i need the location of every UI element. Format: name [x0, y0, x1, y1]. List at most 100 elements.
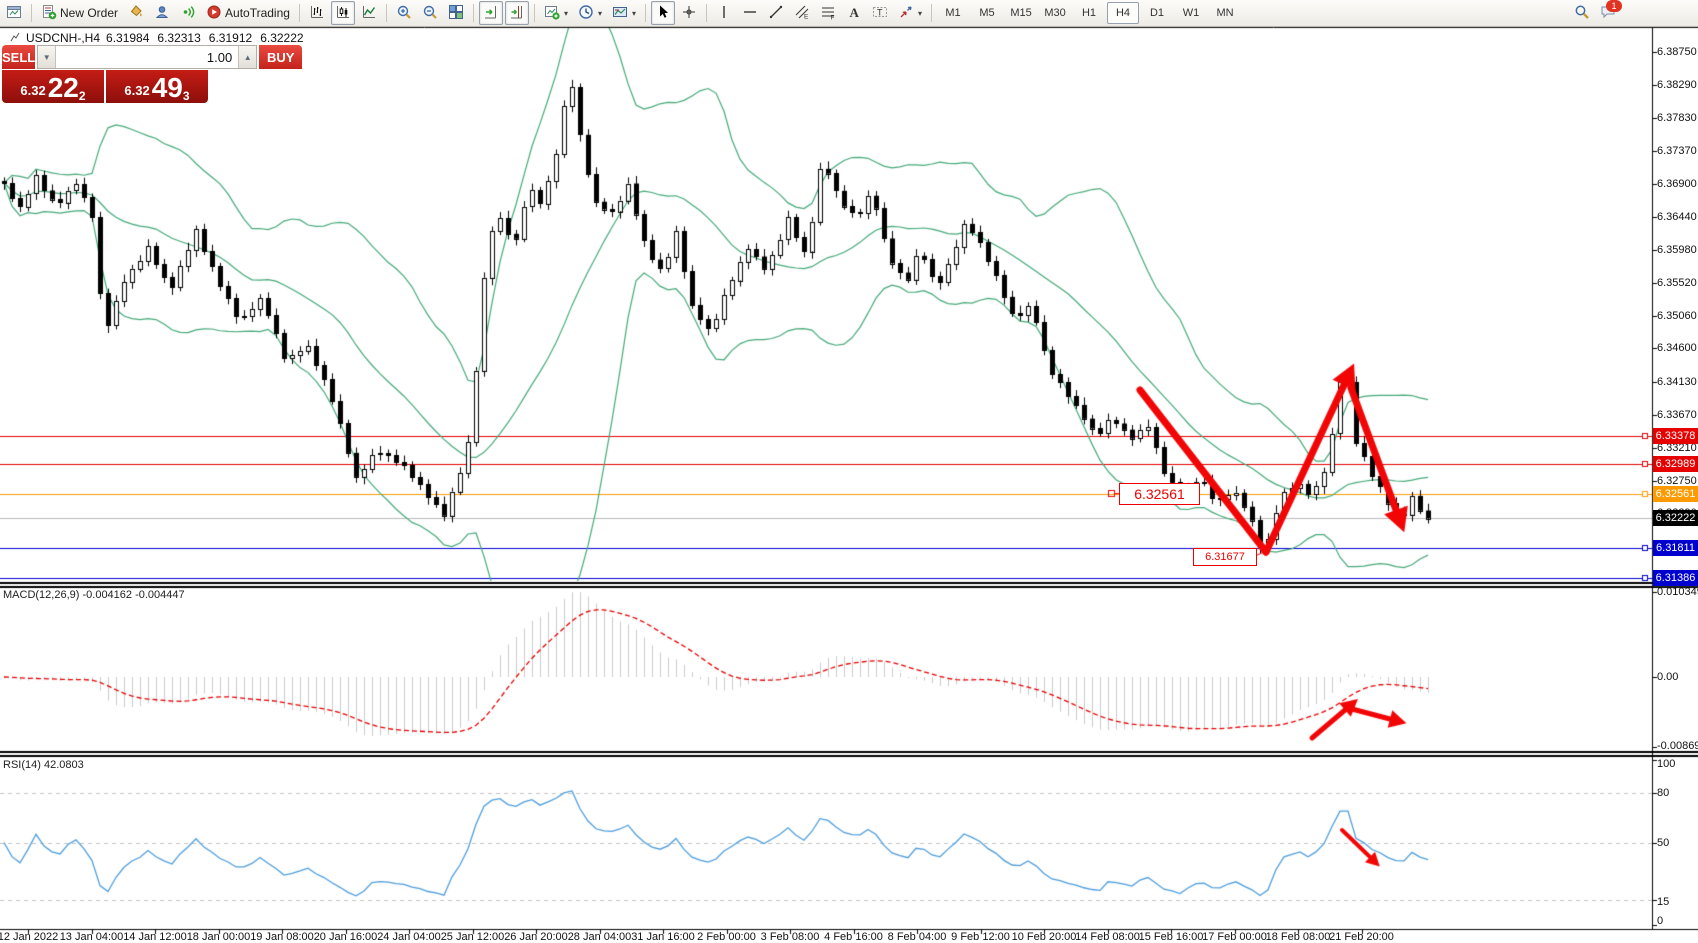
sell-button[interactable]: SELL	[2, 45, 36, 69]
tab-M5[interactable]: M5	[979, 7, 995, 19]
chat-button[interactable]: 1	[1596, 0, 1622, 25]
horizontal-line-icon	[742, 4, 758, 20]
tab-D1[interactable]: D1	[1149, 7, 1165, 19]
text-icon: A	[846, 4, 862, 20]
line-chart-icon-wrap	[361, 4, 377, 23]
upper-price-annotation[interactable]: 6.32561	[1119, 483, 1200, 505]
trendline-icon	[768, 4, 784, 20]
zoom-in-button[interactable]	[392, 1, 416, 25]
price-line-label: 6.32222	[1653, 510, 1698, 527]
price-axis-tick: 6.36440	[1657, 211, 1697, 223]
templates-button[interactable]: ▾	[608, 1, 640, 25]
price-axis-tick: 6.38750	[1657, 46, 1697, 58]
price-axis-tick: 6.36900	[1657, 178, 1697, 191]
signal-button[interactable]	[176, 1, 200, 25]
tab-M30[interactable]: M30	[1044, 7, 1066, 19]
chart-symbol-period: USDCNH-,H4	[26, 31, 101, 45]
chart-window-button[interactable]	[2, 1, 26, 25]
volume-stepper: ▼ ▲	[37, 45, 258, 69]
new-chart-icon-wrap	[544, 4, 560, 23]
chart-shift-button[interactable]	[504, 1, 529, 25]
price-line-label: 6.32989	[1653, 455, 1698, 472]
tab-H1[interactable]: H1	[1081, 7, 1097, 19]
fibonacci-icon-wrap: F	[820, 4, 836, 23]
chevron-down-icon[interactable]: ▾	[631, 8, 636, 18]
text-button[interactable]: A	[842, 1, 866, 25]
crosshair-button[interactable]	[677, 1, 701, 25]
tab-H4[interactable]: H4	[1107, 2, 1140, 24]
time-axis-label: 14 Feb 08:00	[1075, 931, 1140, 943]
volume-increase-button[interactable]: ▲	[238, 46, 257, 68]
zoom-in-icon-wrap	[396, 4, 412, 23]
time-axis-label: 20 Jan 16:00	[313, 931, 378, 943]
arrows-button[interactable]: ▾	[894, 1, 926, 25]
new-order-icon	[41, 4, 57, 20]
candlestick-chart-button[interactable]	[330, 1, 355, 25]
buy-price-point: 3	[182, 89, 190, 103]
cursor-button[interactable]	[651, 1, 675, 25]
auto-scroll-button[interactable]	[478, 1, 503, 25]
horizontal-line-icon-wrap	[742, 4, 758, 23]
search-icon-wrap	[1574, 4, 1590, 23]
macd-scale-min: -0.008696	[1657, 740, 1698, 752]
trendline-button[interactable]	[764, 1, 788, 25]
cursor-icon	[655, 4, 671, 20]
vertical-line-button[interactable]	[712, 1, 736, 25]
profile-icon-wrap	[154, 4, 170, 23]
svg-text:E: E	[804, 13, 809, 20]
tab-M1[interactable]: M1	[945, 7, 961, 19]
arrows-icon-wrap	[898, 4, 914, 23]
search-button[interactable]	[1570, 1, 1594, 25]
zoom-in-icon	[396, 4, 412, 20]
auto-scroll-icon	[483, 4, 499, 20]
svg-text:A: A	[850, 5, 860, 20]
toolbar-separator	[385, 4, 387, 22]
toolbar-separator	[472, 4, 474, 22]
sell-price-pips: 22	[47, 72, 79, 103]
fibonacci-button[interactable]: F	[816, 1, 840, 25]
rsi-scale-level: 80	[1657, 787, 1670, 799]
autotrading-button[interactable]: AutoTrading	[202, 1, 294, 25]
horizontal-line-button[interactable]	[738, 1, 762, 25]
bar-chart-button[interactable]	[305, 1, 329, 25]
toolbar-separator	[31, 4, 32, 22]
chevron-down-icon[interactable]: ▾	[597, 8, 602, 18]
new-chart-button[interactable]: ▾	[540, 1, 572, 25]
price-line-label: 6.32561	[1653, 486, 1698, 503]
profile-icon	[154, 4, 170, 20]
tab-M15[interactable]: M15	[1010, 7, 1032, 19]
price-axis-tick: 6.37830	[1657, 111, 1697, 124]
periods-button[interactable]: ▾	[574, 1, 606, 25]
tile-windows-button[interactable]	[444, 1, 468, 25]
time-axis-label: 26 Jan 20:00	[504, 931, 568, 943]
time-axis-label: 18 Jan 00:00	[186, 931, 251, 943]
profile-button[interactable]	[150, 1, 174, 25]
volume-input[interactable]	[56, 46, 239, 68]
styler-button[interactable]	[124, 1, 148, 25]
volume-decrease-button[interactable]: ▼	[38, 46, 57, 68]
vertical-line-icon-wrap	[716, 4, 732, 23]
price-axis-tick: 6.33210	[1657, 441, 1697, 454]
rsi-indicator-label: RSI(14) 42.0803	[3, 759, 84, 771]
lower-price-annotation[interactable]: 6.31677	[1193, 548, 1257, 566]
line-chart-button[interactable]	[357, 1, 381, 25]
equidistant-channel-button[interactable]: E	[790, 1, 814, 25]
chevron-down-icon[interactable]: ▾	[918, 8, 923, 18]
styler-bucket-icon	[128, 4, 144, 20]
chart-shift-icon	[509, 4, 525, 20]
buy-button[interactable]: BUY	[259, 45, 303, 69]
buy-price-display[interactable]: 6.32 49 3	[106, 70, 208, 103]
candlestick-icon-wrap	[335, 4, 351, 23]
sell-price-display[interactable]: 6.32 22 2	[2, 70, 104, 103]
text-label-button[interactable]: T	[868, 1, 892, 25]
macd-scale-max: 0.010349	[1657, 586, 1698, 598]
zoom-out-button[interactable]	[418, 1, 442, 25]
tab-W1[interactable]: W1	[1182, 7, 1200, 19]
new-order-button[interactable]: New Order	[37, 1, 122, 25]
tab-MN[interactable]: MN	[1216, 7, 1234, 19]
chevron-down-icon[interactable]: ▾	[563, 8, 568, 18]
toolbar-separator	[931, 4, 933, 22]
vertical-line-icon	[716, 4, 732, 20]
